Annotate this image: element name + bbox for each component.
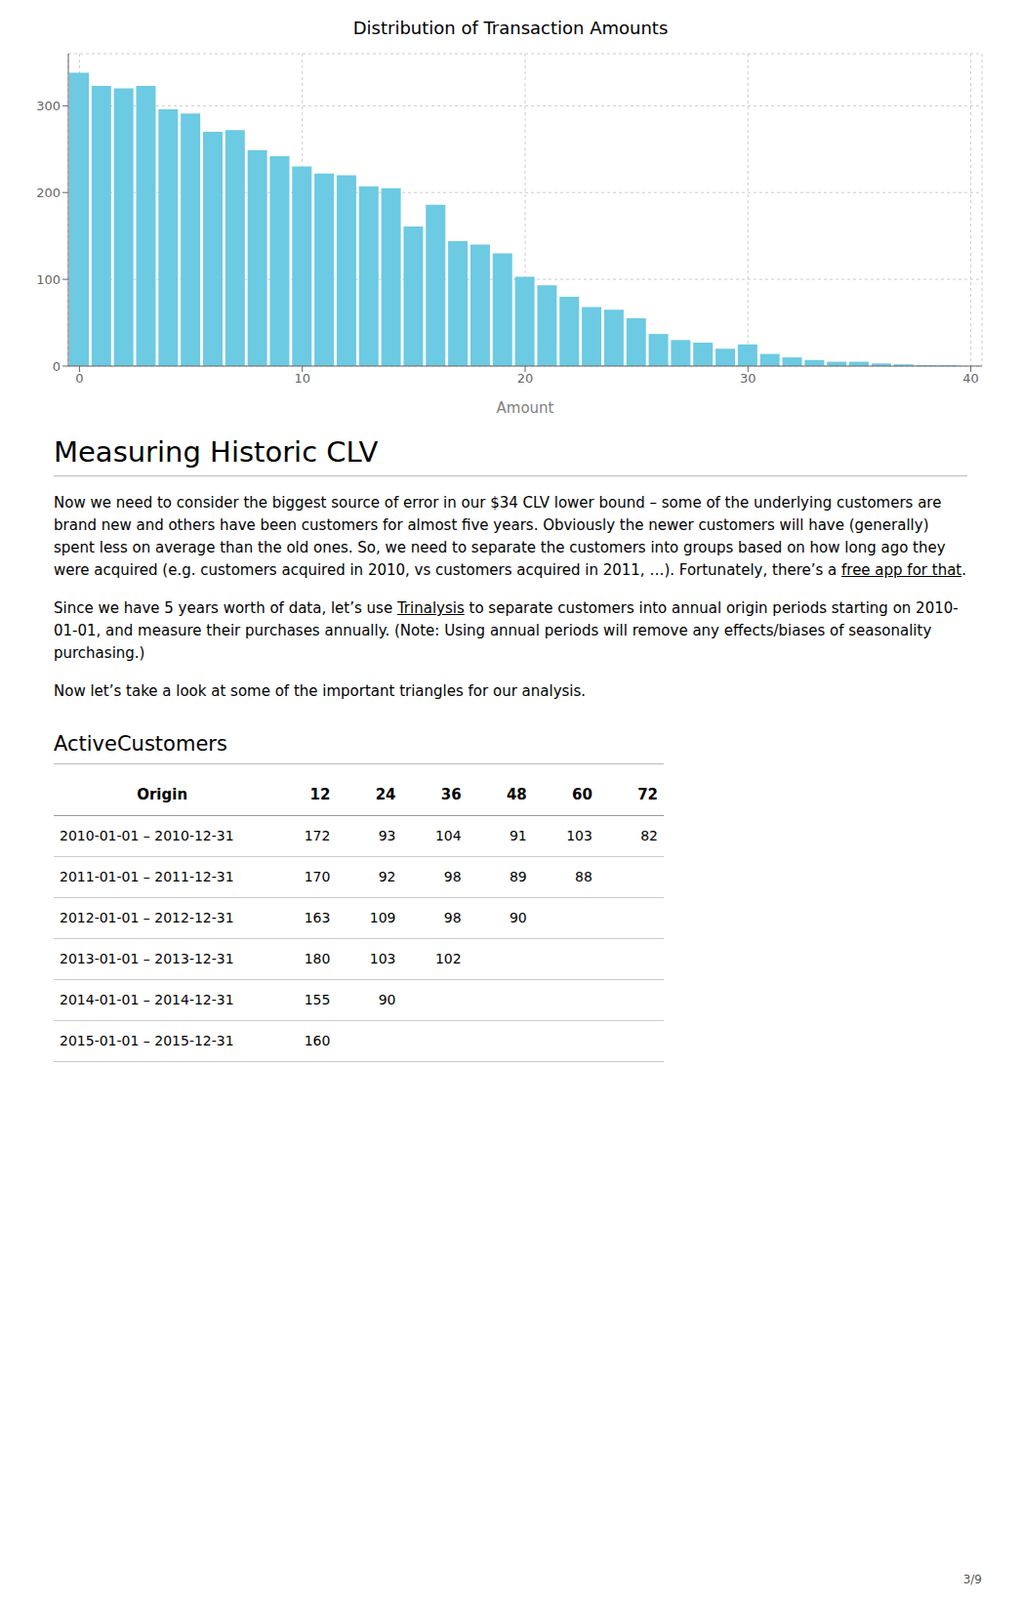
svg-text:300: 300: [36, 98, 61, 114]
html-text:Origin: Origin: [136, 785, 188, 804]
svg-text:Amount: Amount: [496, 399, 555, 417]
svg-text:40: 40: [962, 370, 980, 386]
html-text:160: 160: [304, 1032, 331, 1049]
svg-text:200: 200: [36, 185, 61, 201]
html-text:2011-01-01 – 2011-12-31: 2011-01-01 – 2011-12-31: [59, 868, 234, 885]
svg-text:30: 30: [739, 370, 757, 386]
svg-text:20: 20: [517, 370, 534, 386]
html-text:2015-01-01 – 2015-12-31: 2015-01-01 – 2015-12-31: [59, 1032, 234, 1049]
html-text:ActiveCustomers: ActiveCustomers: [53, 732, 228, 756]
html-text:36: 36: [441, 785, 462, 804]
html-text:170: 170: [304, 868, 331, 885]
html-text:90: 90: [509, 909, 527, 926]
html-text:Since we have 5 years worth of: Since we have 5 years worth of data, let…: [53, 599, 959, 662]
html-text:2013-01-01 – 2013-12-31: 2013-01-01 – 2013-12-31: [59, 950, 234, 967]
svg-text:0: 0: [75, 370, 83, 386]
html-text:172: 172: [304, 827, 331, 844]
html-text:92: 92: [378, 868, 396, 885]
html-text:2010-01-01 – 2010-12-31: 2010-01-01 – 2010-12-31: [59, 827, 234, 844]
svg-text:100: 100: [36, 272, 61, 287]
html-text:24: 24: [375, 785, 396, 804]
html-text:60: 60: [571, 785, 593, 804]
html-text:98: 98: [443, 868, 462, 885]
html-text:89: 89: [509, 868, 527, 885]
svg-text:10: 10: [293, 370, 311, 386]
html-text:180: 180: [304, 950, 331, 967]
html-text:98: 98: [443, 909, 462, 926]
html-text:91: 91: [509, 827, 527, 844]
html-text:Now let’s take a look at some: Now let’s take a look at some of the imp…: [53, 682, 586, 700]
html-text:103: 103: [369, 950, 396, 967]
html-text:88: 88: [574, 868, 593, 885]
html-text:2014-01-01 – 2014-12-31: 2014-01-01 – 2014-12-31: [59, 991, 234, 1008]
html-text:48: 48: [506, 785, 527, 804]
html-text:Now we need to consider the bi: Now we need to consider the biggest sour…: [53, 493, 967, 579]
html-text:Measuring Historic CLV: Measuring Historic CLV: [53, 435, 379, 469]
html-text:93: 93: [378, 827, 396, 844]
html-text:2012-01-01 – 2012-12-31: 2012-01-01 – 2012-12-31: [59, 909, 234, 926]
html-text:12: 12: [309, 785, 331, 804]
svg-text:0: 0: [52, 359, 61, 374]
html-text:82: 82: [640, 827, 658, 844]
html-text:155: 155: [304, 991, 331, 1008]
html-text:90: 90: [378, 991, 396, 1008]
html-text:3/9: 3/9: [963, 1572, 982, 1587]
html-text:109: 109: [369, 909, 396, 926]
html-text:102: 102: [435, 950, 462, 967]
html-text:Distribution of Transaction Am: Distribution of Transaction Amounts: [353, 17, 668, 39]
html-text:72: 72: [637, 785, 658, 804]
html-text:163: 163: [304, 909, 331, 926]
html-text:104: 104: [435, 827, 462, 844]
html-text:103: 103: [566, 827, 593, 844]
